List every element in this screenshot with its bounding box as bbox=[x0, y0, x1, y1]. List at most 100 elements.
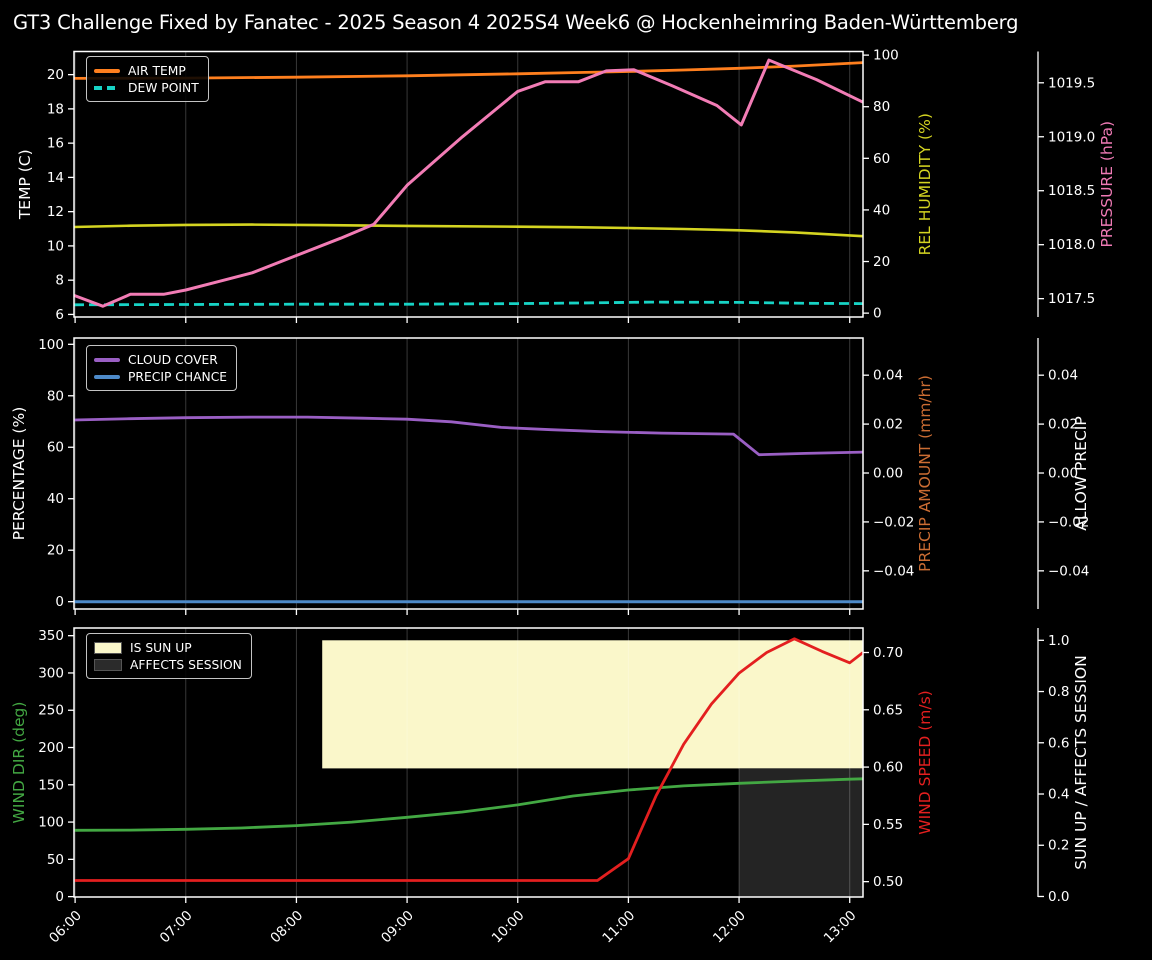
legend-item-dew-point: DEW POINT bbox=[94, 79, 199, 96]
x-tick-label: 10:00 bbox=[489, 908, 528, 947]
legend-swatch-affects-session bbox=[94, 658, 122, 671]
series-dew-point bbox=[73, 300, 864, 307]
left-tick-label: 0 bbox=[55, 889, 64, 905]
right2-tick-label: 1018.5 bbox=[1048, 183, 1095, 199]
right2-tick-label: −0.02 bbox=[1048, 514, 1089, 530]
region-affects-session bbox=[739, 768, 863, 897]
series-cloud-cover bbox=[73, 415, 864, 457]
legend-item-affects-session: AFFECTS SESSION bbox=[94, 656, 242, 673]
left-tick-label: 10 bbox=[47, 238, 64, 254]
right2-tick-label: 0.04 bbox=[1048, 368, 1078, 384]
left-tick-label: 14 bbox=[47, 170, 64, 186]
legend-item-air-temp: AIR TEMP bbox=[94, 62, 199, 79]
left-tick-label: 20 bbox=[47, 543, 64, 559]
series-wind-speed bbox=[74, 637, 864, 882]
right1-tick-label: 0.55 bbox=[873, 817, 903, 833]
right2-tick-label: 0.6 bbox=[1048, 735, 1069, 751]
right2-tick-label: 1019.5 bbox=[1048, 75, 1095, 91]
legend-swatch-air-temp bbox=[94, 68, 120, 73]
right2-tick-label: 1017.5 bbox=[1048, 291, 1095, 307]
left-tick-label: 50 bbox=[47, 852, 64, 868]
series-air-temp bbox=[73, 61, 864, 80]
x-tick-label: 07:00 bbox=[157, 908, 196, 947]
x-tick-label: 11:00 bbox=[599, 908, 638, 947]
legend-item-is-sun-up: IS SUN UP bbox=[94, 639, 242, 656]
legend-swatch-is-sun-up bbox=[94, 641, 122, 654]
axis-label-wind-dir-deg-: WIND DIR (deg) bbox=[10, 702, 28, 824]
right1-tick-label: 0 bbox=[873, 306, 882, 322]
axis-label-percentage-: PERCENTAGE (%) bbox=[10, 407, 28, 541]
panel-temperature-humidity-pressure: 6 8 10 12 14 16 18 20 TEMP (C) 0 20 40 60 80 100 REL HU… bbox=[16, 48, 1116, 323]
x-tick-label: 09:00 bbox=[378, 908, 417, 947]
left-tick-label: 18 bbox=[47, 101, 64, 117]
left-tick-label: 0 bbox=[55, 594, 64, 610]
legend-swatch-cloud-cover bbox=[94, 357, 120, 362]
legend-swatch-precip-chance bbox=[94, 374, 120, 379]
legend-label: CLOUD COVER bbox=[128, 352, 218, 367]
axis-label-precip-amount-mm-hr-: PRECIP AMOUNT (mm/hr) bbox=[916, 375, 934, 572]
right1-tick-label: 0.65 bbox=[873, 702, 903, 718]
right2-tick-label: 0.8 bbox=[1048, 684, 1069, 700]
right1-tick-label: 0.70 bbox=[873, 645, 903, 661]
left-tick-label: 16 bbox=[47, 136, 64, 152]
right2-tick-label: 1018.0 bbox=[1048, 237, 1095, 253]
left-tick-label: 20 bbox=[47, 67, 64, 83]
left-tick-label: 60 bbox=[47, 440, 64, 456]
legend-label: AFFECTS SESSION bbox=[130, 657, 242, 672]
right2-tick-label: 0.4 bbox=[1048, 787, 1069, 803]
right1-tick-label: 40 bbox=[873, 202, 890, 218]
right1-tick-label: 0.00 bbox=[873, 466, 903, 482]
right1-tick-label: 80 bbox=[873, 99, 890, 115]
legend-item-cloud-cover: CLOUD COVER bbox=[94, 351, 227, 368]
series-rel-humidity bbox=[73, 223, 864, 238]
axis-label-wind-speed-m-s-: WIND SPEED (m/s) bbox=[916, 690, 934, 834]
right2-tick-label: −0.04 bbox=[1048, 563, 1089, 579]
right1-tick-label: −0.02 bbox=[873, 514, 914, 530]
left-tick-label: 40 bbox=[47, 491, 64, 507]
left-tick-label: 8 bbox=[55, 273, 64, 289]
right2-tick-label: 0.02 bbox=[1048, 417, 1078, 433]
right1-tick-label: −0.04 bbox=[873, 563, 914, 579]
left-tick-label: 80 bbox=[47, 388, 64, 404]
region-is-sun-up bbox=[322, 640, 863, 769]
x-tick-label: 08:00 bbox=[267, 908, 306, 947]
legend-label: AIR TEMP bbox=[128, 63, 186, 78]
right1-tick-label: 0.02 bbox=[873, 417, 903, 433]
right1-tick-label: 0.60 bbox=[873, 760, 903, 776]
legend-temperature-humidity-pressure: AIR TEMP DEW POINT bbox=[86, 56, 209, 102]
right1-tick-label: 60 bbox=[873, 151, 890, 167]
series-wind-dir bbox=[73, 777, 864, 832]
left-tick-label: 300 bbox=[38, 665, 64, 681]
left-tick-label: 250 bbox=[38, 703, 64, 719]
right2-tick-label: 0.00 bbox=[1048, 466, 1078, 482]
right1-tick-label: 0.50 bbox=[873, 874, 903, 890]
axis-label-temp-c-: TEMP (C) bbox=[16, 149, 34, 220]
legend-cloud-precip: CLOUD COVER PRECIP CHANCE bbox=[86, 345, 238, 391]
plot-border bbox=[73, 50, 864, 318]
legend-wind-sun: IS SUN UP AFFECTS SESSION bbox=[86, 633, 252, 679]
left-tick-label: 100 bbox=[38, 815, 64, 831]
x-tick-label: 13:00 bbox=[821, 908, 860, 947]
left-tick-label: 150 bbox=[38, 777, 64, 793]
right1-tick-label: 20 bbox=[873, 254, 890, 270]
right1-tick-label: 0.04 bbox=[873, 368, 903, 384]
axis-label-allow-precip: ALLOW PRECIP bbox=[1072, 416, 1090, 530]
axis-label-rel-humidity-: REL HUMIDITY (%) bbox=[916, 113, 934, 255]
right2-tick-label: 0.2 bbox=[1048, 838, 1069, 854]
right1-tick-label: 100 bbox=[873, 48, 899, 64]
right2-tick-label: 0.0 bbox=[1048, 889, 1069, 905]
legend-label: IS SUN UP bbox=[130, 640, 192, 655]
axis-label-pressure-hpa-: PRESSURE (hPa) bbox=[1098, 121, 1116, 248]
x-tick-label: 12:00 bbox=[710, 908, 749, 947]
panel-cloud-precip: 0 20 40 60 80 100 PERCENTAGE (%) 0.04 0.02 0.00 −0… bbox=[10, 337, 1090, 615]
left-tick-label: 12 bbox=[47, 204, 64, 220]
legend-item-precip-chance: PRECIP CHANCE bbox=[94, 368, 227, 385]
x-tick-label: 06:00 bbox=[46, 908, 85, 947]
left-tick-label: 200 bbox=[38, 740, 64, 756]
axis-label-sun-up-affects-session: SUN UP / AFFECTS SESSION bbox=[1072, 655, 1090, 869]
legend-swatch-dew-point bbox=[94, 85, 120, 90]
left-tick-label: 6 bbox=[55, 307, 64, 323]
left-tick-label: 100 bbox=[38, 337, 64, 353]
